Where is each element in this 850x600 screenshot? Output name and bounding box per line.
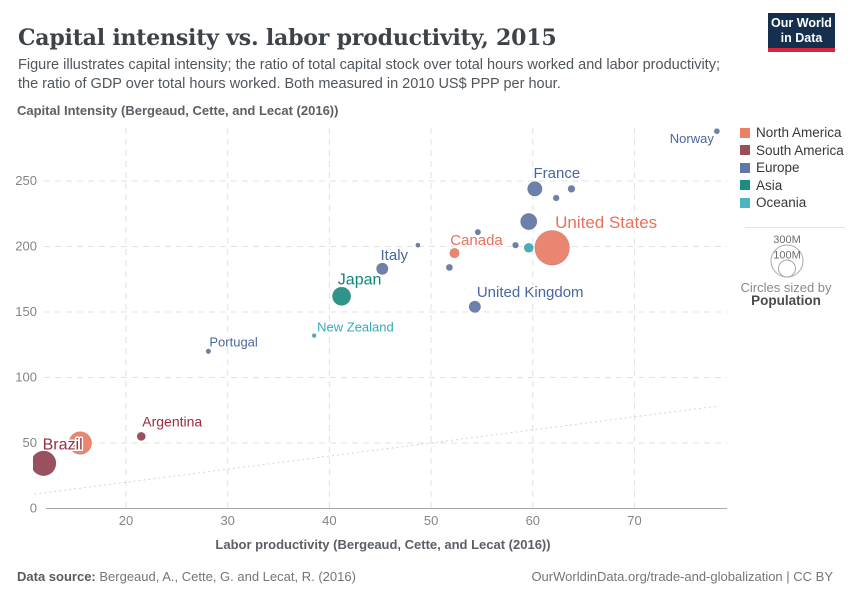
bubble-unlabeled-oceania[interactable] — [523, 242, 534, 253]
country-label-new-zealand: New Zealand — [317, 320, 394, 335]
scatter-plot: 0 50 100 150 200 250 20 30 40 50 60 70 Norway France C… — [15, 128, 727, 528]
country-label-france: France — [533, 165, 580, 182]
bubble-unlabeled-europe[interactable] — [567, 184, 576, 193]
legend-divider — [745, 227, 845, 228]
legend-swatch-south-america — [740, 145, 750, 155]
bubble-unlabeled-europe[interactable] — [512, 241, 519, 249]
legend-item-asia[interactable]: Asia — [740, 177, 844, 194]
y-tick-50: 50 — [23, 435, 37, 450]
bubble-brazil[interactable] — [31, 450, 57, 477]
size-legend-inner-circle — [778, 259, 796, 278]
bubble-unlabeled-europe[interactable] — [520, 213, 538, 231]
chart-subtitle: Figure illustrates capital intensity; th… — [18, 57, 720, 92]
legend-item-south-america[interactable]: South America — [740, 142, 844, 159]
size-legend-caption: Circles sized by Population — [721, 281, 850, 307]
country-label-argentina: Argentina — [142, 413, 202, 429]
country-label-norway: Norway — [670, 131, 715, 146]
owid-logo[interactable]: Our World in Data — [768, 13, 835, 52]
data-source-label: Data source: — [17, 569, 96, 584]
data-source: Data source: Bergeaud, A., Cette, G. and… — [17, 569, 356, 584]
y-tick-100: 100 — [15, 370, 37, 385]
owid-logo-accent-bar — [768, 48, 835, 52]
bubble-united-states[interactable] — [534, 230, 570, 266]
population-caption: Population — [751, 293, 821, 308]
legend-label-europe: Europe — [756, 160, 800, 175]
legend-swatch-europe — [740, 162, 750, 173]
legend-item-oceania[interactable]: Oceania — [740, 194, 844, 211]
legend-swatch-north-america — [740, 127, 750, 138]
country-label-united-states: United States — [555, 213, 657, 232]
bubble-unlabeled-north-america[interactable] — [68, 431, 93, 455]
legend-item-north-america[interactable]: North America — [740, 124, 844, 141]
size-legend-inner-label: 100M — [773, 250, 801, 262]
x-tick-70: 70 — [627, 513, 641, 528]
bubble-unlabeled-europe[interactable] — [474, 228, 482, 236]
country-label-brazil: Brazil — [43, 436, 83, 453]
country-label-italy: Italy — [381, 247, 409, 264]
x-tick-40: 40 — [322, 513, 336, 528]
y-tick-150: 150 — [15, 304, 37, 319]
x-tick-50: 50 — [424, 513, 438, 528]
x-tick-20: 20 — [119, 513, 133, 528]
bubble-unlabeled-europe[interactable] — [552, 194, 560, 202]
x-tick-60: 60 — [526, 513, 540, 528]
legend-label-north-america: North America — [756, 125, 842, 140]
page-title: Capital intensity vs. labor productivity… — [18, 24, 557, 51]
bubble-argentina[interactable] — [136, 431, 146, 442]
country-label-united-kingdom: United Kingdom — [477, 284, 584, 301]
legend-swatch-oceania — [740, 197, 750, 208]
x-tick-30: 30 — [220, 513, 234, 528]
bubble-italy[interactable] — [376, 262, 389, 275]
country-label-japan: Japan — [338, 271, 382, 288]
bubble-norway[interactable] — [713, 128, 720, 135]
bubble-portugal[interactable] — [205, 348, 212, 355]
legend-label-south-america: South America — [756, 142, 844, 158]
reference-line-y-equals-x — [34, 405, 719, 495]
bubble-france[interactable] — [527, 181, 543, 197]
legend-item-europe[interactable]: Europe — [740, 159, 844, 176]
bubble-unlabeled-europe[interactable] — [415, 242, 421, 248]
bubble-unlabeled-europe[interactable] — [445, 263, 453, 272]
y-tick-250: 250 — [15, 173, 37, 188]
continent-legend: North America South America Europe Asia Ocea… — [740, 124, 844, 212]
size-legend: 300M 100M — [770, 234, 804, 278]
size-legend-outer-label: 300M — [773, 234, 801, 246]
owid-logo-text: Our World in Data — [768, 13, 835, 48]
x-axis-title: Labor productivity (Bergeaud, Cette, and… — [215, 537, 551, 552]
legend-label-oceania: Oceania — [756, 195, 807, 210]
country-label-canada: Canada — [450, 232, 503, 249]
data-source-text: Bergeaud, A., Cette, G. and Lecat, R. (2… — [95, 569, 356, 584]
footer: Data source: Bergeaud, A., Cette, G. and… — [17, 569, 833, 584]
legend-swatch-asia — [740, 180, 750, 190]
y-tick-200: 200 — [15, 239, 37, 254]
bubble-united-kingdom[interactable] — [468, 300, 482, 313]
y-tick-0: 0 — [30, 501, 37, 516]
country-label-portugal: Portugal — [209, 334, 258, 349]
bubble-japan[interactable] — [332, 286, 352, 306]
bubble-canada[interactable] — [449, 247, 460, 259]
bubble-new-zealand[interactable] — [311, 333, 317, 338]
legend-label-asia: Asia — [756, 177, 783, 193]
y-axis-title: Capital Intensity (Bergeaud, Cette, and … — [17, 103, 339, 118]
footer-link[interactable]: OurWorldinData.org/trade-and-globalizati… — [531, 569, 833, 584]
